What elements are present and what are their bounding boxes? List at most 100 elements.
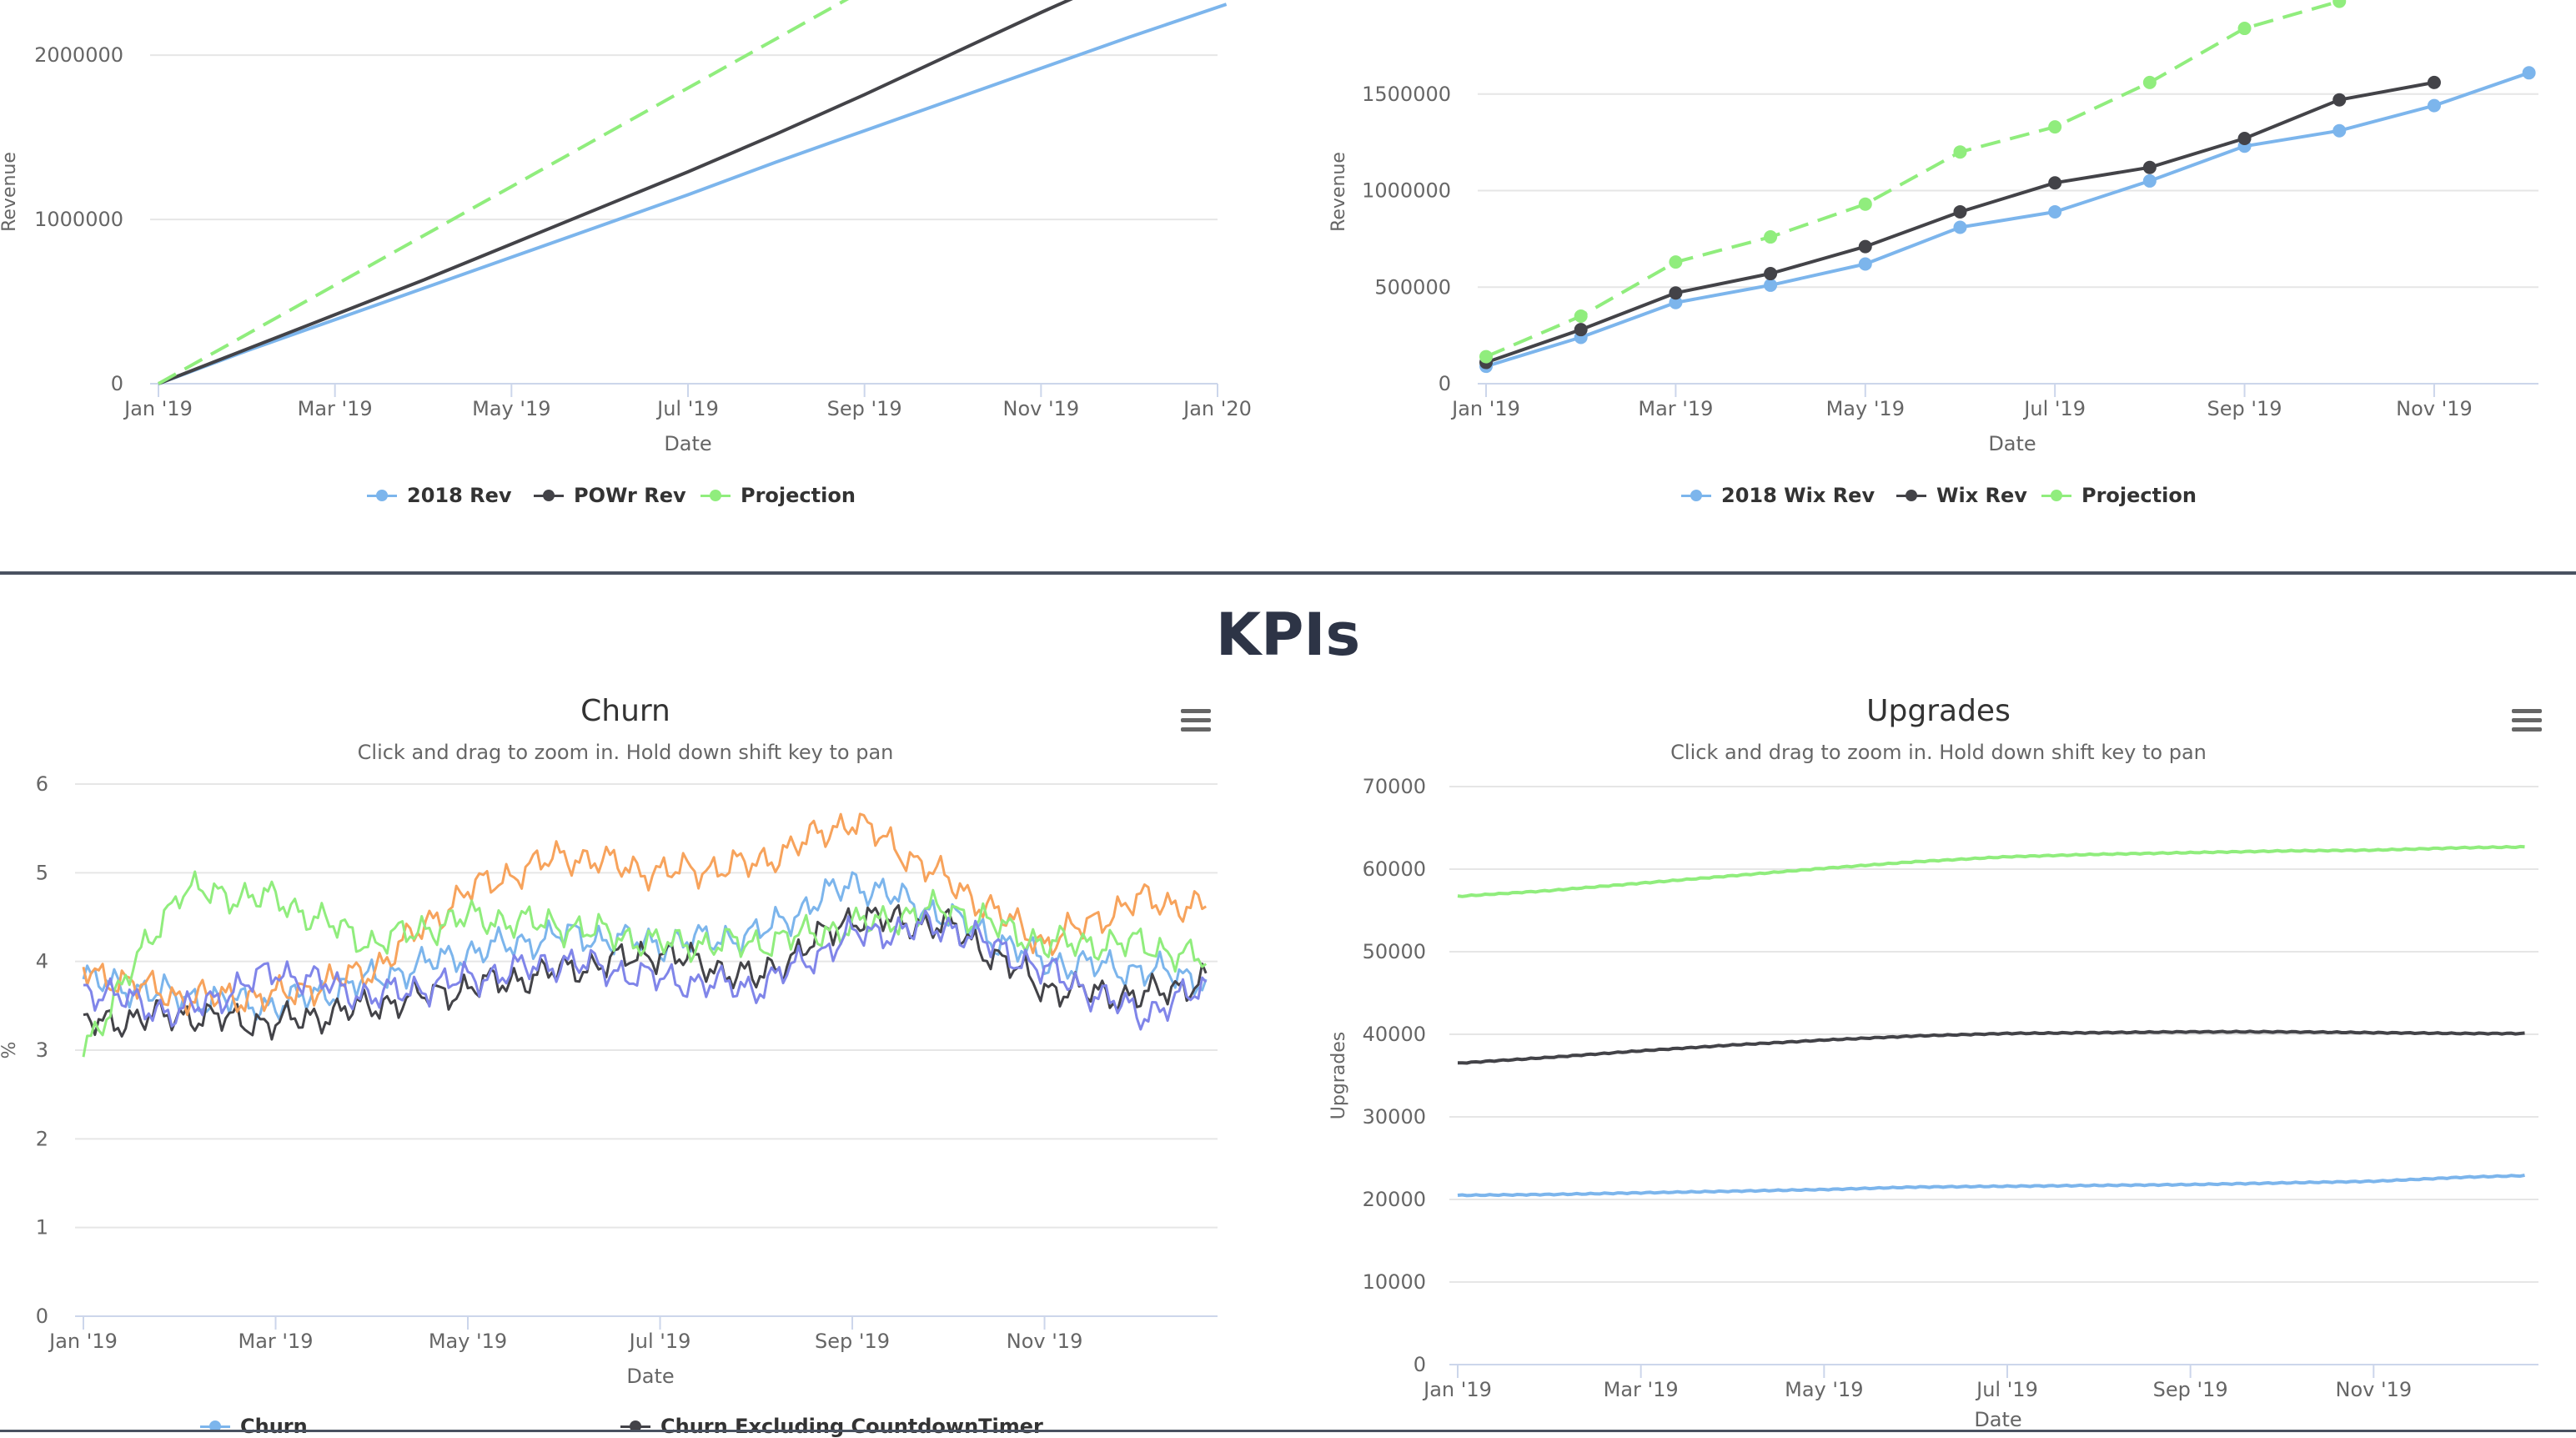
data-point[interactable] (2142, 173, 2157, 188)
series-line[interactable] (83, 909, 1208, 1031)
series-line[interactable] (82, 812, 1207, 1016)
churn-plot[interactable]: 0 1 2 3 4 5 6 Jan '19 Mar '19 May '19 Jul '19 Sep '… (0, 684, 1251, 1401)
x-axis-title: Date (1988, 432, 2036, 455)
churn-chart: Churn Click and drag to zoom in. Hold do… (0, 684, 1251, 1438)
x-tick-label: Jul '19 (655, 397, 719, 420)
legend-marker-icon (700, 487, 731, 504)
legend-label: Projection (2081, 484, 2197, 507)
legend-marker-icon (367, 487, 397, 504)
data-point[interactable] (1953, 220, 1967, 234)
x-tick-label: Sep '19 (2207, 397, 2282, 420)
data-point[interactable] (2237, 22, 2252, 36)
series-line[interactable] (82, 870, 1208, 1058)
legend-label: POWr Rev (574, 484, 686, 507)
legend-item-projection[interactable]: Projection (2041, 484, 2197, 507)
data-point[interactable] (2427, 75, 2441, 89)
revenue-powr-plot[interactable]: 0 1000000 2000000 Jan '19 Mar '19 May '19 Jul … (0, 0, 1251, 467)
data-point[interactable] (2142, 75, 2157, 89)
y-tick-label: 70000 (1363, 775, 1426, 798)
hamburger-menu-icon[interactable] (1181, 709, 1211, 734)
x-tick-label: Jan '19 (1422, 1378, 1492, 1401)
series-line[interactable] (1485, 0, 2340, 359)
series-line[interactable] (1458, 1029, 2525, 1065)
data-point[interactable] (2237, 131, 2252, 145)
series-line[interactable] (1485, 71, 2530, 369)
upgrades-plot[interactable]: 0 10000 20000 30000 40000 50000 60000 70000 Jan … (1301, 684, 2576, 1433)
data-point[interactable] (1858, 239, 1872, 254)
data-point[interactable] (1669, 295, 1683, 309)
y-tick-label: 2000000 (34, 43, 123, 67)
data-point[interactable] (1479, 349, 1493, 364)
y-tick-label: 1500000 (1362, 83, 1451, 106)
x-tick-label: Nov '19 (2336, 1378, 2413, 1401)
y-tick-label: 40000 (1363, 1023, 1426, 1046)
y-tick-label: 1 (36, 1216, 48, 1239)
legend-item-powr-rev[interactable]: POWr Rev (534, 484, 686, 507)
legend-item-projection[interactable]: Projection (700, 484, 856, 507)
legend-marker-icon (620, 1418, 650, 1435)
x-tick-label: Jul '19 (2022, 397, 2086, 420)
data-point[interactable] (2048, 204, 2062, 219)
x-tick-label: Nov '19 (1003, 397, 1080, 420)
section-divider (0, 571, 2576, 575)
x-axis-title: Date (1974, 1408, 2021, 1431)
legend-item-churn[interactable]: Churn (200, 1415, 308, 1438)
series-line[interactable] (1457, 1173, 2525, 1198)
data-point[interactable] (1764, 230, 1778, 244)
x-tick-label: Jul '19 (628, 1330, 691, 1353)
series-line[interactable] (82, 871, 1208, 1021)
data-point[interactable] (1574, 309, 1588, 323)
legend-item-2018-rev[interactable]: 2018 Rev (367, 484, 512, 507)
y-tick-label: 10000 (1363, 1270, 1426, 1294)
x-tick-label: Jan '20 (1182, 397, 1251, 420)
y-tick-label: 4 (36, 950, 48, 973)
y-tick-label: 50000 (1363, 940, 1426, 963)
data-point[interactable] (2048, 120, 2062, 134)
data-point[interactable] (1858, 257, 1872, 271)
y-axis-title: Upgrades (1328, 1032, 1349, 1120)
x-axis-title: Date (664, 432, 711, 455)
data-point[interactable] (2048, 176, 2062, 190)
data-point[interactable] (2332, 0, 2347, 8)
y-tick-label: 0 (1414, 1353, 1426, 1376)
data-point[interactable] (1669, 255, 1683, 269)
chart-subtitle: Click and drag to zoom in. Hold down shi… (1670, 741, 2207, 764)
x-tick-label: Mar '19 (298, 397, 373, 420)
series-line[interactable] (158, 3, 1228, 385)
legend-marker-icon (2041, 487, 2071, 504)
x-axis-title: Date (626, 1365, 674, 1388)
legend-label: Churn Excluding CountdownTimer (660, 1415, 1043, 1438)
data-point[interactable] (2332, 93, 2347, 107)
legend-marker-icon (1896, 487, 1926, 504)
data-point[interactable] (1858, 197, 1872, 211)
data-point[interactable] (1764, 278, 1778, 292)
x-tick-label: Mar '19 (238, 1330, 313, 1353)
section-title: KPIs (1215, 601, 1361, 669)
y-tick-label: 0 (1439, 372, 1451, 395)
y-tick-label: 0 (36, 1305, 48, 1328)
data-point[interactable] (2427, 98, 2441, 113)
series-line[interactable] (158, 0, 1173, 385)
y-tick-label: 500000 (1374, 275, 1451, 299)
data-point[interactable] (2332, 123, 2347, 138)
y-tick-label: 30000 (1363, 1105, 1426, 1129)
data-point[interactable] (1953, 145, 1967, 159)
legend-item-churn-excluding-countdowntimer[interactable]: Churn Excluding CountdownTimer (620, 1415, 1043, 1438)
legend-item-wix-rev[interactable]: Wix Rev (1896, 484, 2027, 507)
upgrades-chart: Upgrades Click and drag to zoom in. Hold… (1301, 684, 2576, 1433)
series-line[interactable] (158, 0, 935, 385)
legend-label: 2018 Rev (407, 484, 512, 507)
data-point[interactable] (1953, 204, 1967, 219)
revenue-wix-plot[interactable]: 0 500000 1000000 1500000 Jan '19 Mar '19 May '… (1301, 0, 2576, 467)
data-point[interactable] (2142, 160, 2157, 174)
data-point[interactable] (2522, 66, 2536, 80)
data-point[interactable] (1574, 323, 1588, 337)
legend-item-2018-wix-rev[interactable]: 2018 Wix Rev (1681, 484, 1875, 507)
series-line[interactable] (1457, 844, 2525, 898)
hamburger-menu-icon[interactable] (2512, 709, 2542, 734)
legend-label: Churn (240, 1415, 308, 1438)
x-tick-label: Jul '19 (1975, 1378, 2038, 1401)
data-point[interactable] (1669, 286, 1683, 300)
legend-label: Projection (741, 484, 856, 507)
data-point[interactable] (1764, 267, 1778, 281)
